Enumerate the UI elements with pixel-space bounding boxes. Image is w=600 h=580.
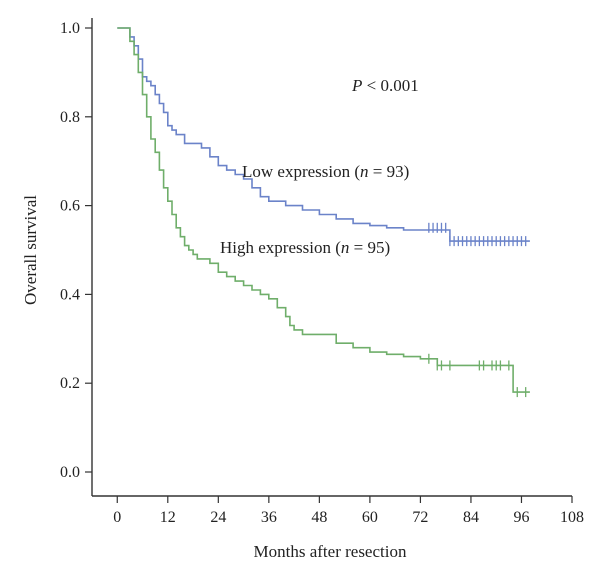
low-label-suffix: = 93) — [369, 162, 410, 181]
y-tick-label: 0.4 — [60, 286, 80, 303]
x-tick-label: 108 — [560, 509, 584, 526]
series-label-high: High expression (n = 95) — [220, 238, 390, 257]
x-tick-label: 96 — [513, 509, 529, 526]
x-tick-label: 24 — [210, 509, 226, 526]
x-tick-label: 0 — [113, 509, 121, 526]
high-label-prefix: High expression ( — [220, 238, 341, 257]
y-tick-label: 0.2 — [60, 375, 80, 392]
series-label-low: Low expression (n = 93) — [242, 162, 409, 181]
y-tick-label: 1.0 — [60, 20, 80, 37]
low-label-prefix: Low expression ( — [242, 162, 360, 181]
p-value-annotation: P < 0.001 — [351, 76, 419, 95]
survival-curve — [117, 27, 530, 393]
series-group — [117, 27, 530, 398]
y-tick-label: 0.0 — [60, 464, 80, 481]
x-tick-label: 36 — [261, 509, 277, 526]
x-tick-label: 48 — [311, 509, 327, 526]
p-rest: < 0.001 — [362, 76, 418, 95]
high-label-suffix: = 95) — [349, 238, 390, 257]
y-tick-label: 0.6 — [60, 198, 80, 215]
x-tick-label: 72 — [412, 509, 428, 526]
low-label-n: n — [360, 162, 369, 181]
high-label-n: n — [341, 238, 350, 257]
p-prefix: P — [351, 76, 362, 95]
survival-curve — [117, 27, 530, 242]
y-tick-label: 0.8 — [60, 109, 80, 126]
x-tick-label: 84 — [463, 509, 479, 526]
y-axis-title: Overall survival — [21, 195, 40, 305]
x-tick-label: 60 — [362, 509, 378, 526]
series-high-expression — [117, 27, 530, 398]
axes: 0.0 0.2 0.4 0.6 0.8 1.0 0 12 24 36 48 60 72 84 96 108 — [60, 18, 584, 526]
series-low-expression — [117, 27, 530, 247]
x-tick-label: 12 — [160, 509, 176, 526]
x-axis-title: Months after resection — [254, 542, 407, 561]
